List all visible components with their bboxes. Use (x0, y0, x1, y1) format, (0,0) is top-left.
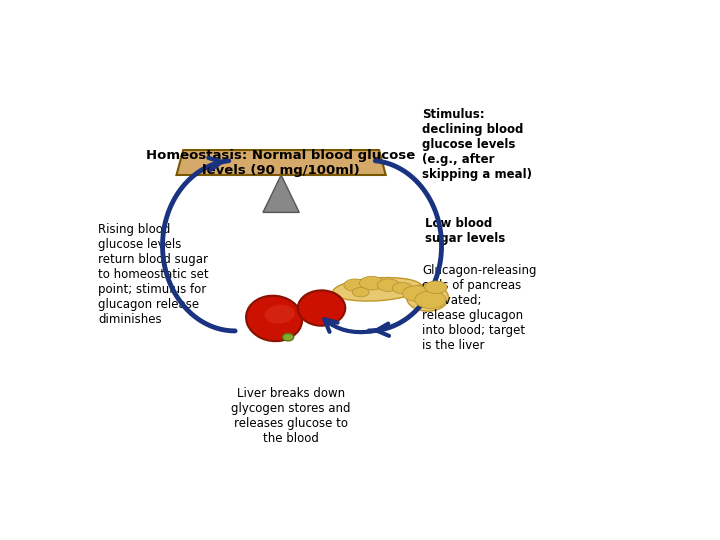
Ellipse shape (246, 296, 302, 341)
Ellipse shape (407, 284, 449, 311)
Ellipse shape (333, 278, 422, 301)
Polygon shape (263, 175, 300, 212)
Polygon shape (176, 150, 386, 175)
Ellipse shape (425, 281, 447, 293)
Ellipse shape (264, 305, 295, 324)
Ellipse shape (359, 276, 384, 290)
Text: Liver breaks down
glycogen stores and
releases glucose to
the blood: Liver breaks down glycogen stores and re… (231, 387, 351, 445)
Text: Stimulus:
declining blood
glucose levels
(e.g., after
skipping a meal): Stimulus: declining blood glucose levels… (422, 109, 532, 181)
Ellipse shape (344, 279, 366, 292)
Text: Homeostasis: Normal blood glucose
levels (90 mg/100ml): Homeostasis: Normal blood glucose levels… (146, 148, 415, 177)
Ellipse shape (298, 291, 346, 326)
Ellipse shape (352, 288, 369, 297)
Text: Low blood
sugar levels: Low blood sugar levels (425, 217, 505, 245)
Text: Rising blood
glucose levels
return blood sugar
to homeostatic set
point; stimulu: Rising blood glucose levels return blood… (99, 223, 209, 326)
Ellipse shape (415, 291, 446, 308)
Ellipse shape (402, 286, 431, 301)
Ellipse shape (282, 333, 294, 341)
Ellipse shape (377, 279, 400, 292)
Text: Glucagon-releasing
cells of pancreas
activated;
release glucagon
into blood; tar: Glucagon-releasing cells of pancreas act… (422, 265, 536, 353)
Ellipse shape (392, 282, 413, 294)
